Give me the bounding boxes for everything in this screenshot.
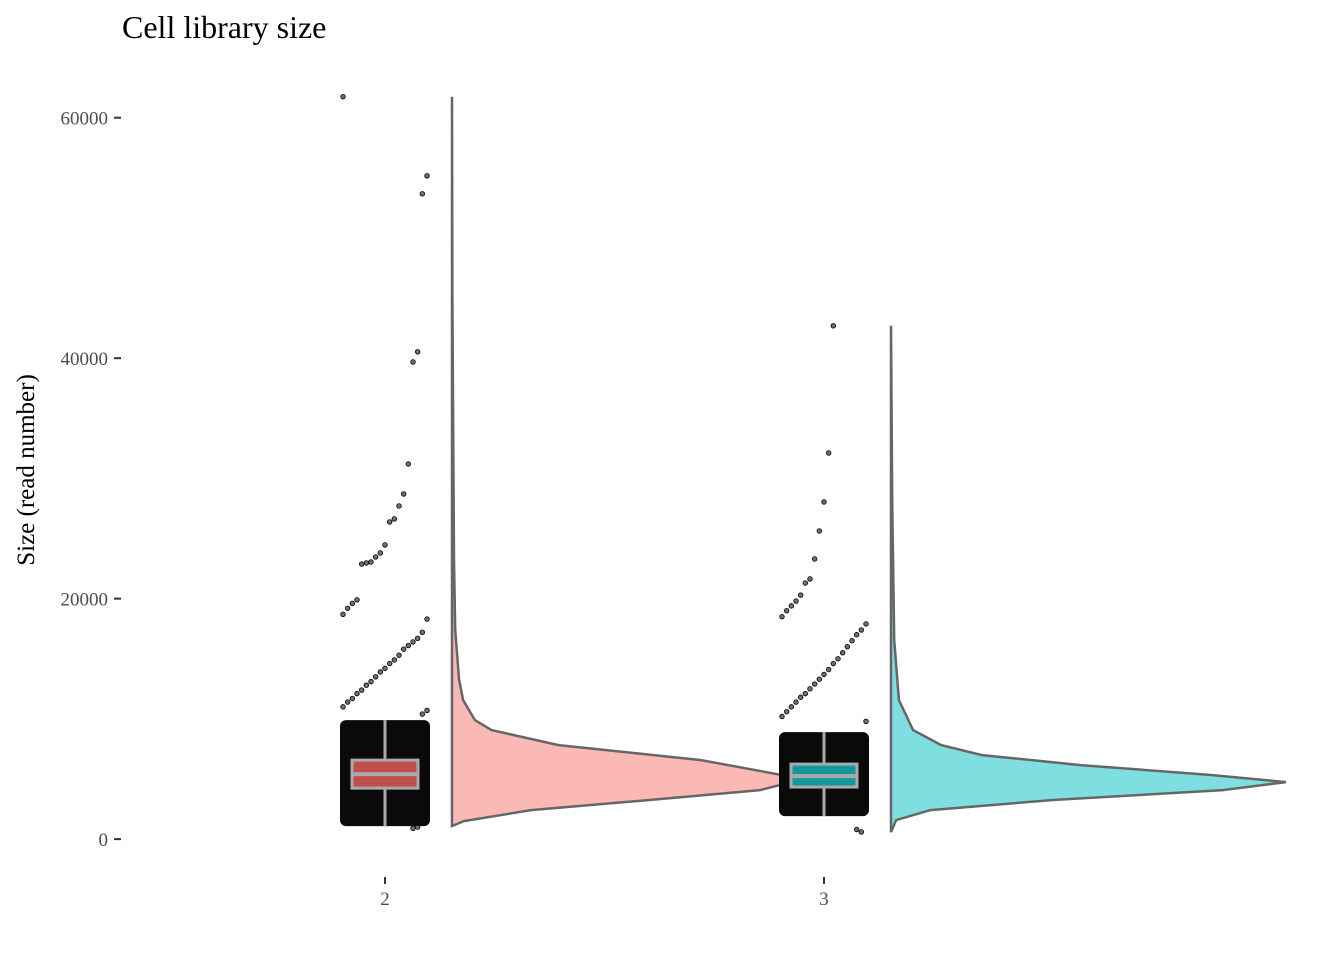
point	[396, 503, 402, 509]
point	[424, 173, 430, 179]
point	[419, 711, 426, 717]
y-tick-label: 0	[99, 830, 109, 851]
point	[410, 359, 416, 365]
point	[825, 450, 832, 456]
point	[410, 639, 416, 645]
point	[802, 690, 809, 697]
point	[821, 671, 827, 678]
point	[821, 499, 827, 505]
point	[816, 528, 823, 534]
point	[396, 652, 402, 658]
point	[835, 656, 841, 662]
point	[386, 660, 393, 667]
y-tick-label: 60000	[61, 109, 109, 130]
density	[889, 325, 1287, 833]
point	[863, 718, 869, 724]
point	[858, 627, 865, 633]
point	[368, 559, 374, 565]
point	[405, 642, 412, 649]
point	[853, 826, 860, 833]
point	[372, 554, 379, 560]
point	[344, 699, 351, 705]
point	[424, 707, 430, 714]
point	[400, 491, 407, 497]
x-tick-label: 2	[380, 889, 390, 910]
point	[391, 657, 398, 663]
point	[783, 708, 790, 715]
point	[349, 695, 356, 702]
point	[853, 632, 860, 638]
point	[340, 704, 346, 710]
point	[363, 682, 370, 688]
point	[419, 629, 426, 636]
point	[830, 660, 837, 667]
point	[779, 613, 785, 620]
point	[382, 542, 388, 548]
point	[358, 687, 365, 693]
point	[797, 592, 804, 598]
point	[386, 519, 393, 525]
point	[414, 635, 421, 642]
point	[830, 323, 837, 329]
point	[354, 597, 360, 603]
point	[368, 678, 374, 685]
point	[811, 681, 818, 687]
point	[349, 600, 356, 607]
point	[377, 550, 384, 556]
y-axis-label: Size (read number)	[13, 374, 40, 566]
point	[414, 349, 421, 355]
point	[858, 829, 865, 835]
point	[779, 713, 785, 720]
point	[793, 598, 799, 604]
point	[344, 605, 351, 611]
point	[424, 616, 430, 622]
point	[410, 825, 416, 831]
point	[797, 694, 804, 700]
point	[825, 666, 832, 673]
y-tick-label: 40000	[61, 349, 109, 370]
point	[849, 638, 855, 644]
point	[414, 824, 421, 830]
x-tick-label: 3	[819, 889, 829, 910]
point	[839, 650, 846, 656]
point	[816, 676, 823, 682]
point	[377, 669, 384, 675]
point	[340, 93, 346, 100]
point	[382, 665, 388, 672]
point	[844, 644, 851, 650]
point	[363, 560, 370, 566]
point	[811, 556, 818, 562]
point	[419, 191, 426, 197]
point	[807, 686, 813, 692]
point	[358, 561, 365, 567]
point	[372, 674, 379, 680]
point	[802, 580, 809, 586]
point	[788, 704, 795, 710]
point	[354, 690, 360, 697]
point	[863, 621, 869, 627]
point	[793, 699, 799, 705]
point	[788, 603, 795, 609]
point	[400, 646, 407, 652]
y-tick-label: 20000	[61, 590, 109, 611]
point	[340, 611, 346, 617]
density	[450, 96, 804, 828]
point	[783, 607, 790, 614]
point	[391, 516, 398, 522]
point	[807, 576, 813, 582]
point	[405, 461, 412, 467]
chart-title: Cell library size	[122, 9, 326, 45]
